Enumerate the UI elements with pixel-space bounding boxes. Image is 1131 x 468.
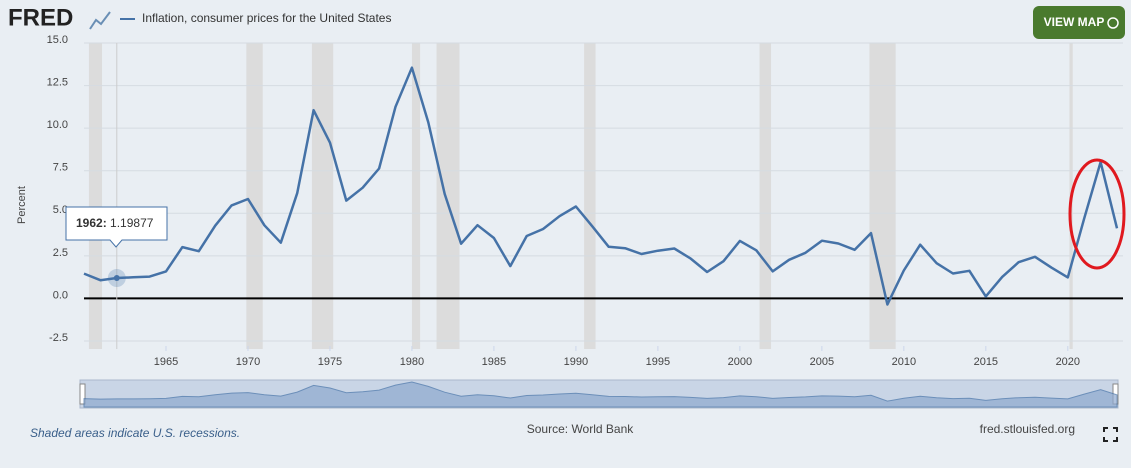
recession-band: [311, 43, 334, 349]
x-tick-label: 1965: [154, 356, 178, 368]
y-axis-label: Percent: [16, 186, 28, 224]
recession-band: [759, 43, 772, 349]
recession-band: [411, 43, 421, 349]
tooltip-separator: :: [103, 216, 110, 230]
tooltip-value: 1.19877: [110, 216, 154, 230]
tooltip: [65, 206, 168, 248]
recession-band: [584, 43, 596, 349]
view-map-button[interactable]: [1033, 6, 1125, 39]
y-tick-label: 0.0: [53, 289, 68, 301]
x-tick-label: 1980: [400, 356, 424, 368]
x-tick-label: 2000: [728, 356, 752, 368]
recession-band: [246, 43, 263, 349]
y-tick-label: 15.0: [47, 34, 68, 46]
globe-icon: [1107, 17, 1119, 29]
y-tick-label: -2.5: [49, 332, 68, 344]
annotation-circle: [1068, 158, 1126, 270]
y-tick-label: 2.5: [53, 247, 68, 259]
navigator-handle[interactable]: [79, 383, 86, 405]
x-tick-label: 1975: [318, 356, 342, 368]
logo-icon: [89, 11, 111, 30]
x-tick-label: 1970: [236, 356, 260, 368]
x-tick-label: 2005: [810, 356, 834, 368]
series-line: [83, 66, 1119, 306]
y-tick-label: 10.0: [47, 119, 68, 131]
recession-band: [88, 43, 103, 349]
y-tick-label: 5.0: [53, 204, 68, 216]
y-tick-label: 7.5: [53, 162, 68, 174]
recession-band: [869, 43, 896, 349]
navigator-series: [83, 381, 1118, 408]
site: fred.stlouisfed.org: [980, 422, 1075, 436]
x-tick-label: 2010: [892, 356, 916, 368]
plot: 15.0 12.5 10.0 7.5 5.0 2.5 0.0 -2.5 1965 1970 1975…: [47, 34, 1123, 368]
x-tick-label: 2015: [974, 356, 998, 368]
fullscreen-icon[interactable]: [1103, 427, 1118, 442]
y-tick-label: 12.5: [47, 76, 68, 88]
recession-band: [436, 43, 460, 349]
recession-note: Shaded areas indicate U.S. recessions.: [30, 426, 240, 440]
logo: FRED: [8, 4, 73, 31]
source: Source: World Bank: [527, 422, 634, 436]
hover-point: [113, 275, 120, 282]
view-map-label[interactable]: VIEW MAP: [1044, 15, 1105, 29]
x-tick-label: 1990: [564, 356, 588, 368]
tooltip-date: 1962: [76, 216, 103, 230]
x-tick-label: 1995: [646, 356, 670, 368]
legend-label: Inflation, consumer prices for the Unite…: [142, 11, 391, 25]
x-tick-label: 1985: [482, 356, 506, 368]
x-tick-label: 2020: [1056, 356, 1080, 368]
tooltip-text: 1962: 1.19877: [76, 216, 154, 230]
